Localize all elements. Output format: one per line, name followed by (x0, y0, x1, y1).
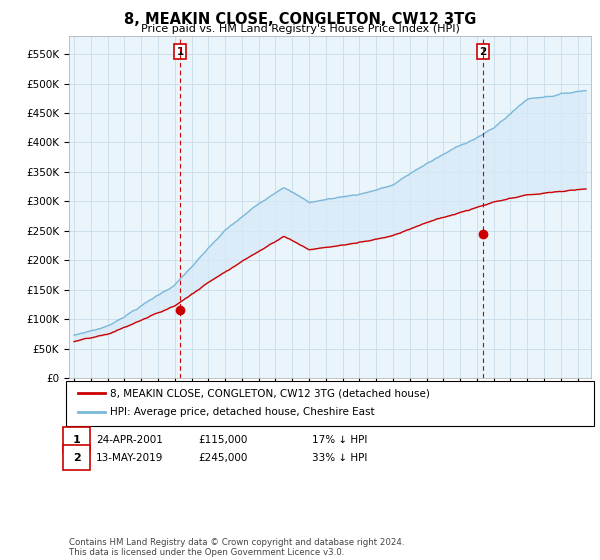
Text: 17% ↓ HPI: 17% ↓ HPI (312, 435, 367, 445)
Text: £115,000: £115,000 (198, 435, 247, 445)
Text: 2: 2 (479, 47, 487, 57)
Text: 1: 1 (176, 47, 184, 57)
Text: HPI: Average price, detached house, Cheshire East: HPI: Average price, detached house, Ches… (110, 407, 374, 417)
Text: 8, MEAKIN CLOSE, CONGLETON, CW12 3TG: 8, MEAKIN CLOSE, CONGLETON, CW12 3TG (124, 12, 476, 27)
Text: 24-APR-2001: 24-APR-2001 (96, 435, 163, 445)
Text: 13-MAY-2019: 13-MAY-2019 (96, 452, 163, 463)
Text: 33% ↓ HPI: 33% ↓ HPI (312, 452, 367, 463)
Text: 8, MEAKIN CLOSE, CONGLETON, CW12 3TG (detached house): 8, MEAKIN CLOSE, CONGLETON, CW12 3TG (de… (110, 388, 430, 398)
Text: Contains HM Land Registry data © Crown copyright and database right 2024.
This d: Contains HM Land Registry data © Crown c… (69, 538, 404, 557)
Text: 2: 2 (73, 452, 80, 463)
Text: Price paid vs. HM Land Registry's House Price Index (HPI): Price paid vs. HM Land Registry's House … (140, 24, 460, 34)
Text: 1: 1 (73, 435, 80, 445)
Text: £245,000: £245,000 (198, 452, 247, 463)
